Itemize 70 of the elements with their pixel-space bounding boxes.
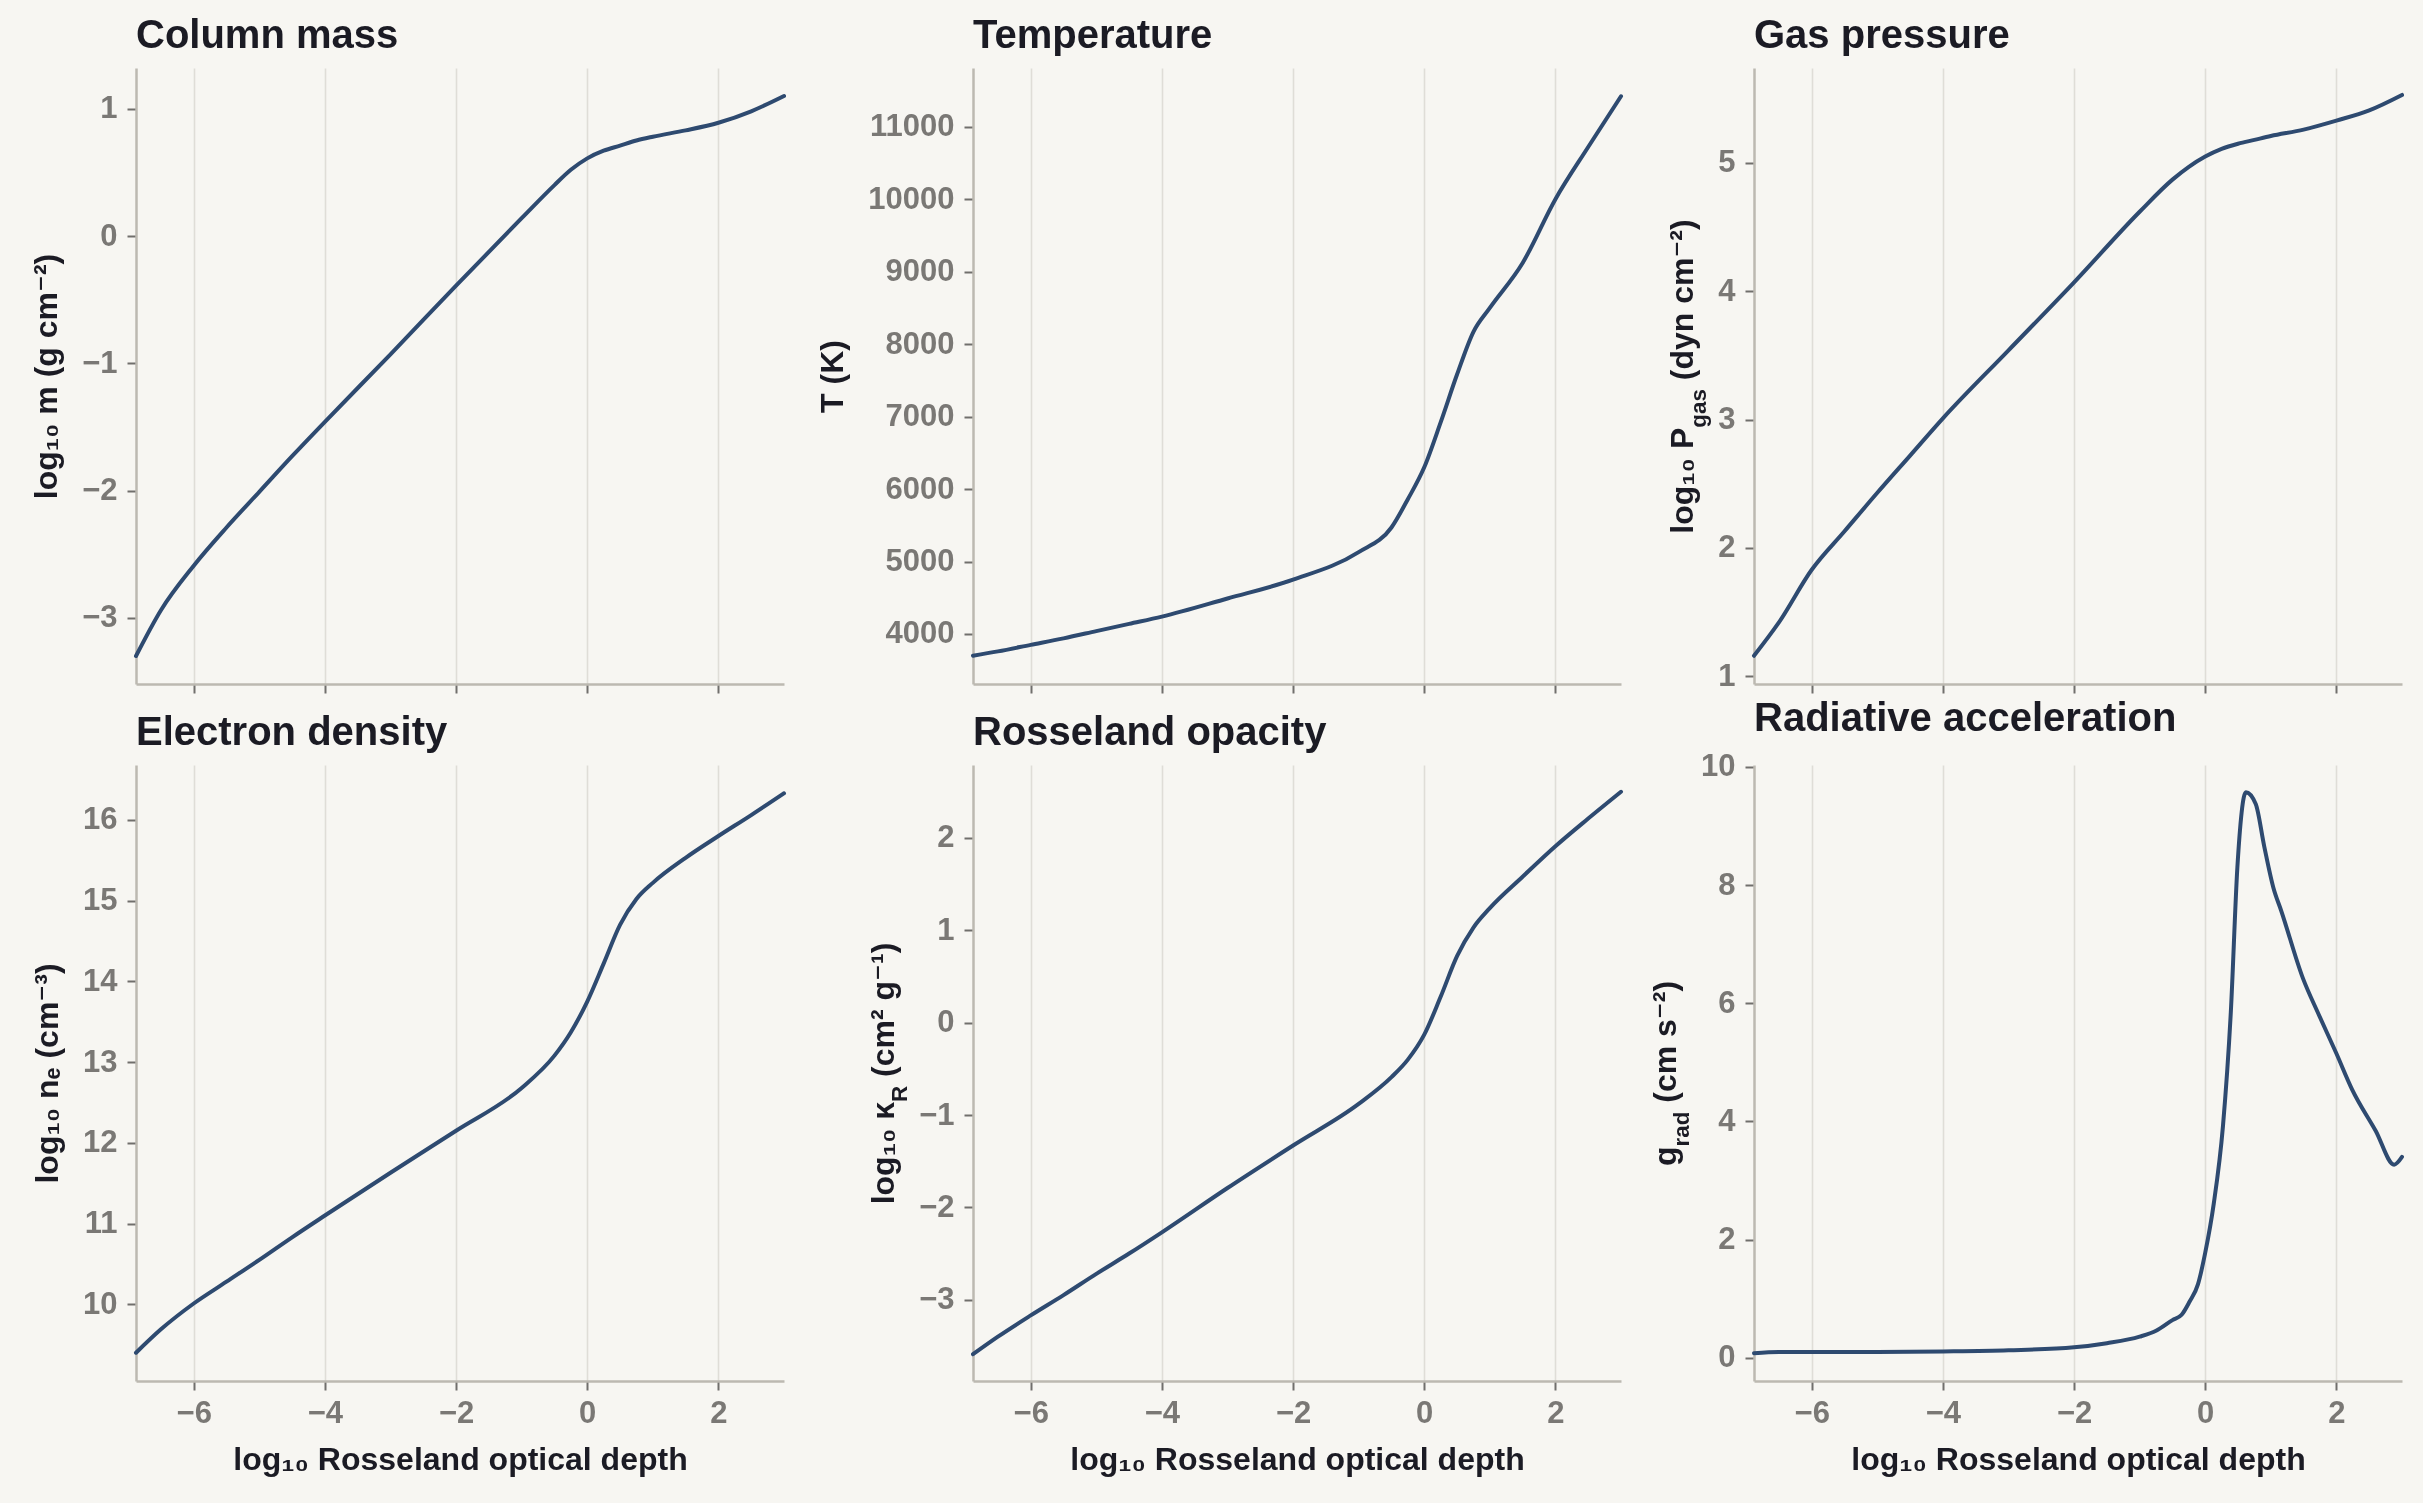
line-series <box>971 94 1623 658</box>
y-tick-label: 7000 <box>885 398 955 434</box>
line-series <box>1752 790 2404 1356</box>
y-tick-label: 0 <box>100 217 118 253</box>
y-tick-label: 11000 <box>870 108 955 144</box>
line-series <box>1752 92 2404 658</box>
x-tick-label: −6 <box>1013 1394 1049 1430</box>
x-tick-label: −2 <box>1275 1394 1312 1430</box>
x-tick-label: −6 <box>176 1394 212 1430</box>
y-tick-label: 6 <box>1718 984 1736 1020</box>
x-tick-label: −2 <box>2056 1394 2093 1430</box>
y-tick-label: 6000 <box>885 470 955 506</box>
y-tick-label: 8 <box>1718 866 1736 902</box>
y-tick-label: −1 <box>919 1096 955 1132</box>
y-tick-label: 10 <box>1701 748 1736 784</box>
x-tick-label: −4 <box>307 1394 344 1430</box>
y-tick-label: 0 <box>937 1004 955 1040</box>
x-tick-label: 0 <box>2197 1394 2215 1430</box>
chart-title: Temperature <box>973 12 1213 56</box>
y-tick-label: 10000 <box>868 180 955 216</box>
x-tick-label: −4 <box>1925 1394 1962 1430</box>
y-tick-label: 0 <box>1718 1339 1736 1375</box>
y-tick-label: 15 <box>83 882 118 918</box>
y-tick-label: 5 <box>1718 144 1736 180</box>
y-tick-label: 4 <box>1718 1102 1737 1138</box>
chart-title: Column mass <box>136 12 399 56</box>
y-tick-label: 13 <box>83 1043 118 1079</box>
chart-title: Gas pressure <box>1754 12 2010 56</box>
y-tick-label: 2 <box>1718 529 1736 565</box>
y-tick-label: 5000 <box>885 543 955 579</box>
y-axis-title: T (K) <box>814 340 851 413</box>
y-tick-label: −1 <box>82 344 118 380</box>
x-axis-title: log₁₀ Rosseland optical depth <box>1070 1440 1525 1477</box>
x-tick-label: 2 <box>1547 1394 1565 1430</box>
line-series <box>971 789 1623 1357</box>
x-tick-label: −2 <box>438 1394 475 1430</box>
line-series <box>134 94 786 658</box>
y-tick-label: 16 <box>83 801 118 837</box>
y-tick-label: 1 <box>100 90 118 126</box>
y-tick-label: −2 <box>82 472 118 508</box>
y-tick-label: 1 <box>937 911 955 947</box>
x-tick-label: 2 <box>710 1394 728 1430</box>
chart-title: Rosseland opacity <box>973 709 1328 753</box>
x-tick-label: 0 <box>1416 1394 1434 1430</box>
y-axis-title: log₁₀ m (g cm⁻²) <box>28 253 65 500</box>
y-tick-label: 10 <box>83 1285 118 1321</box>
x-tick-label: 0 <box>579 1394 597 1430</box>
y-tick-label: 4000 <box>885 615 955 651</box>
y-tick-label: 3 <box>1718 401 1736 437</box>
x-axis-title: log₁₀ Rosseland optical depth <box>1851 1440 2306 1477</box>
x-tick-label: −6 <box>1794 1394 1830 1430</box>
y-tick-label: 12 <box>83 1124 118 1160</box>
x-tick-label: 2 <box>2328 1394 2346 1430</box>
y-tick-label: 11 <box>84 1205 118 1241</box>
y-tick-label: 2 <box>1718 1221 1736 1257</box>
x-axis-title: log₁₀ Rosseland optical depth <box>233 1440 688 1477</box>
y-tick-label: 14 <box>83 962 119 998</box>
y-tick-label: 2 <box>937 819 955 855</box>
chart-title: Electron density <box>136 709 448 753</box>
y-tick-label: −2 <box>919 1188 955 1224</box>
y-tick-label: −3 <box>919 1281 955 1317</box>
y-tick-label: −3 <box>82 599 118 635</box>
y-tick-label: 9000 <box>885 253 955 289</box>
y-tick-label: 8000 <box>885 325 955 361</box>
y-tick-label: 4 <box>1718 272 1737 308</box>
chart-title: Radiative acceleration <box>1754 694 2177 739</box>
line-series <box>134 791 786 1355</box>
y-tick-label: 1 <box>1718 657 1736 693</box>
x-tick-label: −4 <box>1144 1394 1181 1430</box>
y-axis-title: log₁₀ nₑ (cm⁻³) <box>29 963 66 1184</box>
